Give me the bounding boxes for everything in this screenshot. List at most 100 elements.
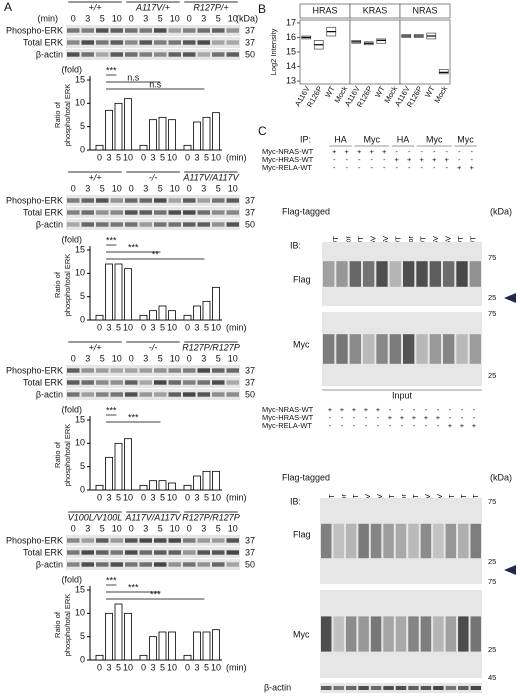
y-label: Log2 Intensity	[269, 28, 278, 75]
sign: +	[424, 413, 429, 422]
band	[168, 198, 181, 203]
band	[125, 562, 138, 567]
x-tick-label: 10	[211, 492, 221, 502]
band	[226, 392, 239, 397]
x-tick-label: 10	[167, 322, 177, 332]
sign: -	[365, 421, 368, 430]
band	[154, 222, 167, 227]
row-label: β-actin	[36, 559, 63, 569]
x-tick-label: 0	[185, 322, 190, 332]
sign: -	[446, 163, 449, 172]
band	[226, 538, 239, 543]
band	[168, 538, 181, 543]
band	[456, 334, 468, 364]
sign: +	[364, 405, 369, 414]
band	[125, 52, 138, 57]
time-label: 5	[216, 353, 221, 363]
sign: -	[437, 405, 440, 414]
time-label: 10	[112, 13, 122, 23]
bar	[149, 310, 157, 321]
y-tick-label: 17	[286, 17, 296, 27]
band	[81, 368, 94, 373]
band	[96, 550, 109, 555]
x-tick-label: 0	[97, 152, 102, 162]
band	[139, 368, 152, 373]
bar	[212, 112, 220, 151]
band	[168, 380, 181, 385]
x-tick-label: 3	[106, 492, 111, 502]
sign: -	[383, 155, 386, 164]
x-tick-label: 3	[106, 662, 111, 672]
x-tick-label: 3	[150, 152, 155, 162]
band	[416, 334, 428, 364]
kda-label: 75	[488, 253, 496, 262]
time-label: 0	[187, 183, 192, 193]
band	[197, 52, 210, 57]
bar	[202, 470, 211, 491]
band	[139, 210, 152, 215]
blot-label: Myc	[293, 339, 310, 349]
band	[370, 616, 382, 652]
band	[443, 334, 455, 364]
sign: -	[353, 413, 356, 422]
significance: ***	[128, 412, 139, 422]
time-label: 3	[201, 183, 206, 193]
row-label: Phospho-ERK	[6, 25, 63, 35]
band	[96, 368, 109, 373]
kda-label: 50	[245, 219, 255, 229]
ip-label: IP:	[300, 134, 311, 144]
kda-label: 50	[245, 559, 255, 569]
plot-frame	[299, 19, 351, 85]
y-tick-label: 13	[286, 75, 296, 85]
band	[139, 198, 152, 203]
y-tick-label: 15	[75, 414, 85, 424]
x-tick-label: 0	[185, 662, 190, 672]
band	[321, 686, 332, 690]
band	[197, 380, 210, 385]
sign: +	[457, 163, 462, 172]
bar	[114, 263, 123, 321]
row-label: Total ERK	[23, 207, 63, 217]
y-label: phospho/total ERK	[63, 84, 72, 147]
time-label: 3	[85, 523, 90, 533]
band	[212, 210, 225, 215]
kda-label: 37	[245, 37, 255, 47]
sign: +	[407, 155, 412, 164]
band	[139, 52, 152, 57]
band	[183, 40, 196, 45]
kda-label: 25	[488, 645, 496, 654]
band	[212, 538, 225, 543]
bar	[95, 654, 104, 661]
y-label: phospho/total ERK	[63, 254, 72, 317]
blot	[66, 547, 240, 558]
bar	[105, 612, 113, 661]
band	[125, 380, 138, 385]
band	[323, 334, 335, 364]
time-label: 5	[216, 183, 221, 193]
band	[96, 222, 109, 227]
sign: +	[376, 405, 381, 414]
x-tick-label: 5	[116, 662, 121, 672]
time-label: 10	[112, 353, 122, 363]
band	[370, 523, 382, 559]
bar	[105, 263, 113, 321]
bar	[202, 116, 211, 151]
band	[197, 28, 210, 33]
band	[110, 538, 123, 543]
band	[458, 616, 469, 652]
band	[212, 380, 225, 385]
band	[226, 562, 239, 567]
arrowhead	[504, 565, 516, 575]
kda-unit: (kDa)	[236, 13, 258, 23]
band	[349, 334, 361, 364]
time-label: 5	[158, 13, 163, 23]
bar	[149, 480, 157, 491]
band	[226, 222, 239, 227]
band	[345, 616, 357, 652]
time-label: 10	[170, 353, 180, 363]
sign: -	[333, 163, 336, 172]
time-label: 5	[100, 523, 105, 533]
time-label: 0	[129, 13, 134, 23]
band	[445, 523, 457, 559]
sign: +	[395, 155, 400, 164]
